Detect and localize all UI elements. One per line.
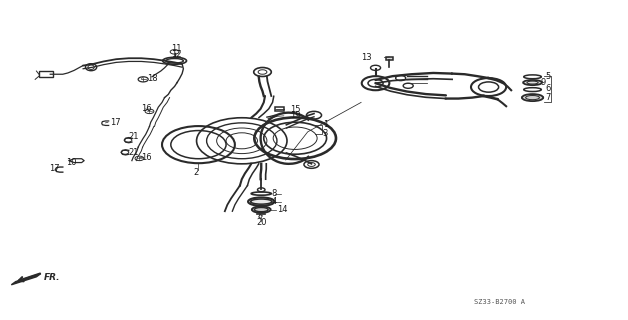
Text: 12: 12: [171, 50, 181, 59]
Text: 17: 17: [110, 118, 121, 127]
Text: 19: 19: [290, 111, 301, 120]
Bar: [39, 71, 53, 77]
Text: 5: 5: [545, 72, 550, 81]
Ellipse shape: [523, 80, 542, 85]
Text: 20: 20: [256, 218, 267, 227]
Text: 17: 17: [49, 164, 60, 172]
Ellipse shape: [522, 94, 543, 101]
Text: 3: 3: [323, 129, 328, 138]
Text: 21: 21: [129, 132, 139, 141]
Text: 16: 16: [141, 153, 152, 162]
Text: 7: 7: [545, 93, 551, 102]
Text: 15: 15: [290, 105, 301, 114]
Polygon shape: [11, 274, 41, 285]
Bar: [386, 57, 393, 60]
Ellipse shape: [252, 206, 271, 213]
Ellipse shape: [248, 197, 274, 206]
Text: 6: 6: [545, 84, 551, 93]
Text: SZ33-B2700 A: SZ33-B2700 A: [474, 300, 525, 305]
Text: 1: 1: [323, 120, 328, 129]
Text: 16: 16: [141, 104, 152, 113]
Text: 11: 11: [171, 44, 181, 53]
Text: 18: 18: [148, 74, 158, 83]
Text: 8: 8: [271, 189, 277, 198]
Text: 14: 14: [278, 205, 288, 214]
Text: 4: 4: [271, 197, 276, 206]
Text: 13: 13: [361, 53, 372, 62]
Text: 2: 2: [193, 168, 198, 177]
Text: 21: 21: [129, 148, 139, 157]
Text: FR.: FR.: [44, 273, 60, 282]
Text: 9: 9: [540, 78, 545, 87]
Bar: [275, 107, 284, 111]
Text: 10: 10: [66, 158, 77, 167]
